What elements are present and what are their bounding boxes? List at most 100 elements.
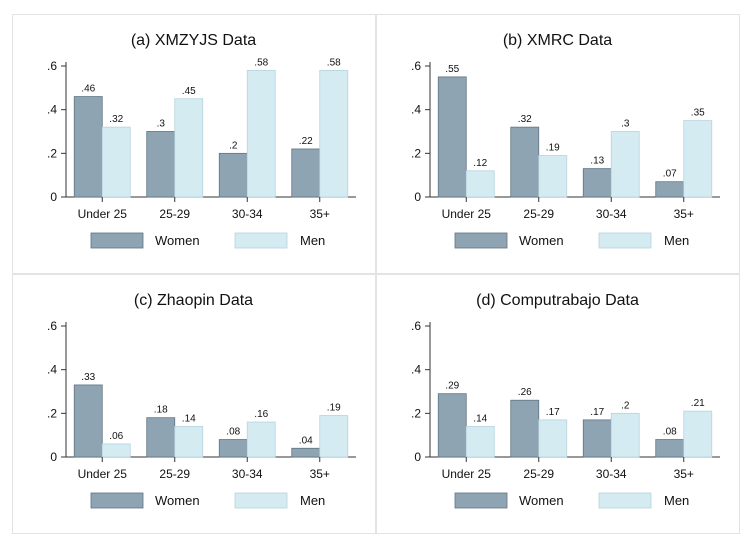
label-women-4: .04 [299, 435, 313, 446]
bar-women-1 [73, 384, 103, 458]
label-men-1: .14 [473, 413, 487, 424]
label-women-2: .3 [157, 119, 166, 130]
legend: Women Men [454, 232, 689, 249]
chart-title: (a) XMZYJS Data [131, 32, 256, 49]
legend: Women Men [454, 492, 689, 509]
label-men-1: .32 [109, 114, 123, 125]
y-tick-label: .2 [411, 146, 421, 160]
chart-panel-a: (a) XMZYJS Data 0 .2 .4 .6 .46 .32 Under 25 .3 .4… [12, 14, 376, 274]
bar-women-2 [510, 126, 540, 198]
x-tick-label: Under 25 [78, 207, 128, 221]
legend-label-men: Men [300, 493, 325, 508]
y-tick-label: .4 [47, 103, 57, 117]
label-women-2: .18 [154, 405, 168, 416]
bar-men-2 [174, 426, 204, 458]
panel-frame [12, 274, 376, 534]
legend-label-women: Women [155, 233, 200, 248]
label-men-3: .58 [254, 57, 268, 68]
bar-women-2 [146, 417, 176, 458]
legend-swatch-women [90, 232, 144, 249]
bar-men-4 [683, 410, 713, 458]
x-tick-label: 35+ [674, 207, 694, 221]
chart-panel-c: (c) Zhaopin Data 0 .2 .4 .6 .33 .06 Under 25 .18… [12, 274, 376, 534]
label-men-2: .19 [546, 143, 560, 154]
y-tick-label: .2 [411, 406, 421, 420]
label-men-1: .12 [473, 158, 487, 169]
bar-men-1 [465, 170, 495, 198]
bar-women-4 [291, 447, 321, 458]
label-men-2: .45 [182, 86, 196, 97]
x-tick-label: 25-29 [159, 207, 190, 221]
label-men-4: .21 [691, 398, 705, 409]
legend-label-men: Men [300, 233, 325, 248]
bar-men-3 [246, 69, 276, 198]
x-tick-label: 35+ [674, 467, 694, 481]
label-men-1: .06 [109, 431, 123, 442]
x-tick-label: 25-29 [523, 467, 554, 481]
chart-title: (b) XMRC Data [503, 32, 612, 49]
x-tick-label: 30-34 [596, 207, 627, 221]
legend-swatch-men [598, 232, 652, 249]
label-women-3: .08 [226, 427, 240, 438]
label-men-4: .19 [327, 403, 341, 414]
y-tick-label: .6 [47, 59, 57, 73]
x-tick-label: 35+ [310, 467, 330, 481]
y-tick-label: .4 [411, 363, 421, 377]
bar-men-2 [174, 98, 204, 198]
bar-women-1 [73, 96, 103, 198]
legend-label-women: Women [155, 493, 200, 508]
label-women-1: .55 [445, 64, 459, 75]
bar-women-3 [582, 419, 612, 458]
legend-label-women: Women [519, 493, 564, 508]
y-tick-label: 0 [414, 190, 421, 204]
legend-swatch-women [454, 232, 508, 249]
legend-label-women: Women [519, 233, 564, 248]
label-women-4: .07 [663, 169, 677, 180]
bar-women-4 [655, 181, 685, 198]
y-tick-label: .6 [411, 319, 421, 333]
bar-women-3 [218, 152, 248, 198]
label-women-3: .17 [590, 407, 604, 418]
label-women-4: .08 [663, 427, 677, 438]
x-tick-label: 25-29 [159, 467, 190, 481]
chart-panel-d: (d) Computrabajo Data 0 .2 .4 .6 .29 .14 Under … [376, 274, 740, 534]
bar-men-1 [101, 126, 131, 198]
bar-men-1 [101, 443, 131, 458]
bar-men-4 [683, 120, 713, 198]
x-tick-label: 30-34 [596, 467, 627, 481]
bar-men-3 [610, 131, 640, 198]
chart-title: (d) Computrabajo Data [476, 292, 639, 309]
legend-swatch-women [454, 492, 508, 509]
label-women-3: .2 [229, 140, 238, 151]
x-tick-label: Under 25 [442, 207, 492, 221]
bar-women-1 [437, 393, 467, 458]
label-women-1: .29 [445, 381, 459, 392]
label-men-2: .17 [546, 407, 560, 418]
legend-label-men: Men [664, 233, 689, 248]
legend-label-men: Men [664, 493, 689, 508]
panel-frame [376, 274, 740, 534]
label-men-3: .16 [254, 409, 268, 420]
legend-swatch-men [234, 492, 288, 509]
bar-women-3 [582, 168, 612, 198]
y-tick-label: 0 [414, 450, 421, 464]
label-men-4: .58 [327, 57, 341, 68]
x-tick-label: 30-34 [232, 207, 263, 221]
label-women-3: .13 [590, 156, 604, 167]
label-women-2: .26 [518, 387, 532, 398]
x-tick-label: 25-29 [523, 207, 554, 221]
y-tick-label: 0 [50, 190, 57, 204]
legend-swatch-men [598, 492, 652, 509]
bar-men-4 [319, 69, 349, 198]
panel-frame [376, 14, 740, 274]
chart-panel-b: (b) XMRC Data 0 .2 .4 .6 .55 .12 Under 25 .32 .19… [376, 14, 740, 274]
bar-women-4 [291, 148, 321, 198]
label-men-3: .2 [621, 400, 630, 411]
label-men-2: .14 [182, 413, 196, 424]
y-tick-label: .6 [47, 319, 57, 333]
bar-men-3 [246, 421, 276, 458]
bar-women-3 [218, 439, 248, 458]
bar-men-4 [319, 415, 349, 458]
